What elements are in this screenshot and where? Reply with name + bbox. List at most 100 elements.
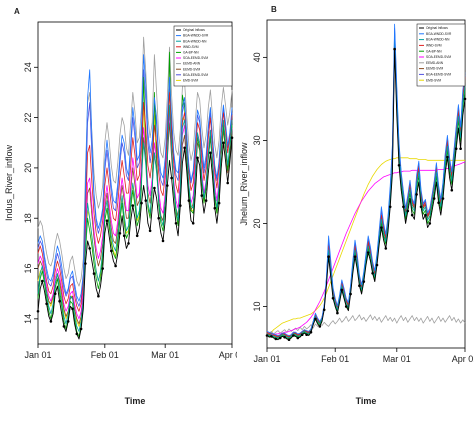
observed-point bbox=[153, 186, 156, 190]
series-line-bga-wndd-nn bbox=[266, 32, 466, 339]
observed-point bbox=[101, 267, 104, 270]
legend-entry: BGA-EEMD-SVM bbox=[183, 73, 208, 77]
series-line-bga-wndd-svr bbox=[266, 23, 466, 336]
observed-point bbox=[226, 181, 229, 185]
observed-point bbox=[217, 201, 221, 205]
observed-point bbox=[114, 264, 117, 268]
legend-entry: BGA-WNDD-SVR bbox=[426, 32, 452, 36]
series-line-emd-svm bbox=[266, 157, 465, 337]
observed-point bbox=[300, 333, 304, 337]
y-tick-label: 30 bbox=[252, 135, 262, 145]
observed-point bbox=[118, 232, 122, 235]
observed-point bbox=[415, 193, 418, 196]
observed-point bbox=[336, 311, 339, 315]
observed-point bbox=[353, 255, 357, 258]
observed-point bbox=[36, 310, 40, 313]
observed-point bbox=[274, 337, 278, 341]
series-group bbox=[265, 23, 467, 342]
series-line-bga-wndd-svr bbox=[37, 54, 233, 302]
legend-entry: EEMD-ANN bbox=[426, 61, 444, 65]
observed-point bbox=[179, 204, 182, 207]
observed-point bbox=[230, 136, 234, 139]
observed-point bbox=[97, 294, 100, 298]
observed-point bbox=[437, 201, 440, 204]
legend-entry: EEMD-SVM bbox=[426, 67, 444, 71]
observed-point bbox=[191, 222, 195, 225]
x-tick-label: Mar 01 bbox=[151, 350, 179, 360]
series-line-eemd-ann bbox=[37, 36, 233, 287]
observed-point bbox=[84, 262, 87, 265]
observed-point bbox=[371, 272, 374, 275]
observed-point bbox=[410, 213, 414, 217]
observed-point bbox=[375, 263, 379, 267]
legend: Original InflowsBGA-WNDD-SVRBGA-WNDD-NNW… bbox=[173, 25, 233, 87]
observed-point bbox=[62, 325, 66, 328]
x-tick-label: Apr 01 bbox=[219, 350, 237, 360]
y-tick-label: 20 bbox=[23, 163, 33, 173]
observed-point bbox=[58, 299, 61, 303]
legend-entry: SOA-EEMD-SVM bbox=[183, 56, 208, 60]
legend-entry: EMD-SVM bbox=[183, 79, 198, 83]
observed-point bbox=[105, 219, 109, 222]
observed-point bbox=[432, 197, 436, 200]
x-axis-label: Time bbox=[356, 396, 377, 406]
observed-point bbox=[79, 327, 83, 331]
plot-frame bbox=[266, 19, 466, 349]
legend-entry: SOA-EEMD-SVM bbox=[426, 55, 451, 59]
observed-point bbox=[309, 330, 313, 334]
observed-point bbox=[270, 335, 273, 338]
legend-entry: Original Inflows bbox=[183, 28, 205, 32]
observed-point bbox=[463, 97, 467, 101]
observed-point bbox=[166, 184, 169, 187]
legend-entry: EEMD-SVM bbox=[183, 67, 201, 71]
legend-entry: GA-BP-NN bbox=[183, 51, 199, 55]
observed-point bbox=[402, 205, 405, 209]
observed-point bbox=[424, 213, 427, 217]
series-line-original-inflows bbox=[266, 48, 466, 341]
observed-point bbox=[265, 334, 269, 337]
observed-point bbox=[200, 194, 204, 197]
observed-point bbox=[344, 305, 348, 308]
y-tick-label: 18 bbox=[23, 213, 33, 223]
observed-point bbox=[196, 156, 199, 160]
observed-point bbox=[183, 146, 186, 150]
observed-point bbox=[287, 338, 291, 342]
legend-box bbox=[173, 25, 233, 87]
observed-point bbox=[331, 296, 335, 300]
series-line-eemd-ann bbox=[266, 314, 466, 336]
observed-point bbox=[71, 307, 74, 311]
y-axis-label: Jhelum_River_inflow bbox=[239, 142, 249, 226]
observed-point bbox=[144, 199, 148, 202]
observed-point bbox=[380, 226, 383, 229]
legend-entry: WND-SVM bbox=[183, 45, 199, 49]
x-tick-label: Feb 01 bbox=[91, 350, 119, 360]
legend-entry: BGA-WNDD-NN bbox=[183, 39, 207, 43]
observed-point bbox=[384, 247, 388, 250]
observed-point bbox=[204, 199, 208, 202]
series-line-original-inflows bbox=[37, 137, 233, 340]
observed-point bbox=[122, 234, 126, 238]
observed-point bbox=[296, 336, 300, 340]
observed-point bbox=[318, 325, 322, 328]
observed-point bbox=[292, 334, 295, 337]
indus-inflow-chart: A 14 16 18 20 22 24 Jan 01 Feb 01 Mar 01 Apr 01 Tim… bbox=[4, 7, 245, 406]
legend: Original InflowsBGA-WNDD-SVRBGA-WNDD-NNW… bbox=[416, 23, 466, 87]
observed-point bbox=[135, 234, 139, 238]
legend-entry: BGA-EEMD-SVM bbox=[426, 73, 451, 77]
observed-point bbox=[213, 206, 217, 210]
y-tick-label: 20 bbox=[252, 218, 262, 228]
observed-point bbox=[148, 229, 152, 233]
observed-point bbox=[314, 317, 317, 321]
observed-point bbox=[322, 308, 326, 312]
observed-point bbox=[366, 251, 370, 254]
y-tick-label: 16 bbox=[23, 264, 33, 274]
observed-point bbox=[66, 320, 70, 323]
observed-point bbox=[127, 242, 130, 245]
observed-point bbox=[358, 284, 361, 288]
observed-point bbox=[187, 199, 191, 202]
observed-point bbox=[110, 249, 113, 253]
y-axis-label: Indus_River_inflow bbox=[4, 144, 14, 221]
legend-entry: GA-BP-NN bbox=[426, 49, 442, 53]
observed-point bbox=[170, 176, 173, 180]
observed-point bbox=[454, 147, 458, 150]
